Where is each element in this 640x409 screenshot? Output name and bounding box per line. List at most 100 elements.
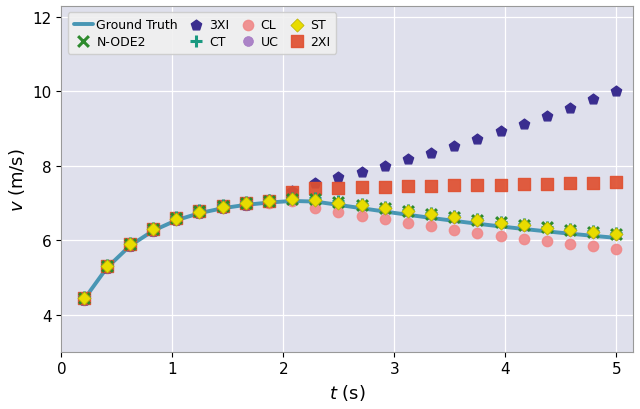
Ground Truth — [381, 209, 388, 214]
3XI — [218, 205, 228, 212]
N-ODE2 — [287, 196, 297, 203]
Ground Truth — [242, 203, 250, 208]
UC — [472, 218, 483, 225]
UC — [588, 230, 598, 236]
CL — [310, 206, 321, 212]
UC — [495, 220, 506, 227]
2XI — [171, 216, 181, 222]
3XI — [380, 163, 390, 169]
ST — [611, 231, 621, 238]
3XI — [310, 180, 321, 187]
ST — [542, 225, 552, 231]
Ground Truth — [149, 229, 157, 234]
3XI — [287, 188, 297, 195]
CL — [472, 230, 483, 236]
Ground Truth — [265, 200, 273, 205]
UC — [310, 198, 321, 204]
3XI — [449, 143, 460, 150]
2XI — [495, 182, 506, 189]
3XI — [264, 198, 274, 204]
2XI — [79, 295, 89, 301]
2XI — [449, 183, 460, 189]
CT — [102, 262, 112, 268]
CL — [588, 243, 598, 250]
CL — [148, 228, 158, 234]
N-ODE2 — [333, 199, 344, 206]
CL — [356, 213, 367, 219]
UC — [449, 215, 460, 222]
CT — [241, 199, 251, 206]
CL — [264, 200, 274, 206]
CL — [380, 216, 390, 223]
3XI — [518, 121, 529, 128]
N-ODE2 — [518, 222, 529, 229]
3XI — [565, 105, 575, 112]
UC — [218, 204, 228, 211]
2XI — [218, 204, 228, 210]
CT — [333, 198, 344, 205]
ST — [565, 227, 575, 234]
CL — [171, 218, 181, 224]
N-ODE2 — [380, 205, 390, 211]
ST — [287, 197, 297, 203]
CL — [518, 236, 529, 242]
CT — [426, 210, 436, 217]
ST — [518, 222, 529, 229]
2XI — [148, 226, 158, 232]
3XI — [472, 136, 483, 142]
UC — [518, 223, 529, 230]
Ground Truth — [612, 236, 620, 241]
2XI — [588, 180, 598, 187]
CL — [426, 223, 436, 230]
CL — [241, 202, 251, 209]
CT — [310, 196, 321, 202]
N-ODE2 — [218, 204, 228, 210]
2XI — [287, 189, 297, 196]
ST — [148, 226, 158, 233]
2XI — [542, 181, 552, 188]
ST — [171, 216, 181, 222]
CL — [195, 210, 205, 217]
CL — [449, 227, 460, 233]
Ground Truth — [589, 234, 597, 239]
N-ODE2 — [611, 231, 621, 238]
N-ODE2 — [426, 211, 436, 218]
UC — [148, 227, 158, 233]
CT — [403, 207, 413, 214]
ST — [79, 295, 89, 302]
ST — [356, 202, 367, 209]
CL — [125, 243, 135, 249]
CL — [102, 265, 112, 272]
ST — [333, 200, 344, 207]
CL — [287, 198, 297, 205]
3XI — [79, 297, 89, 303]
3XI — [241, 202, 251, 209]
CT — [542, 224, 552, 230]
2XI — [380, 184, 390, 191]
ST — [426, 211, 436, 218]
ST — [380, 205, 390, 212]
2XI — [102, 263, 112, 270]
Ground Truth — [358, 206, 365, 211]
N-ODE2 — [403, 208, 413, 214]
UC — [264, 199, 274, 205]
Ground Truth — [520, 227, 527, 232]
Ground Truth — [288, 199, 296, 204]
UC — [125, 242, 135, 248]
3XI — [495, 128, 506, 135]
N-ODE2 — [565, 227, 575, 233]
2XI — [403, 184, 413, 190]
2XI — [356, 184, 367, 191]
3XI — [426, 150, 436, 157]
Ground Truth — [474, 222, 481, 227]
ST — [588, 229, 598, 236]
3XI — [195, 210, 205, 217]
UC — [333, 200, 344, 207]
CT — [195, 207, 205, 214]
3XI — [611, 88, 621, 95]
ST — [403, 208, 413, 215]
ST — [264, 198, 274, 205]
N-ODE2 — [588, 229, 598, 236]
CT — [264, 197, 274, 203]
3XI — [542, 113, 552, 120]
